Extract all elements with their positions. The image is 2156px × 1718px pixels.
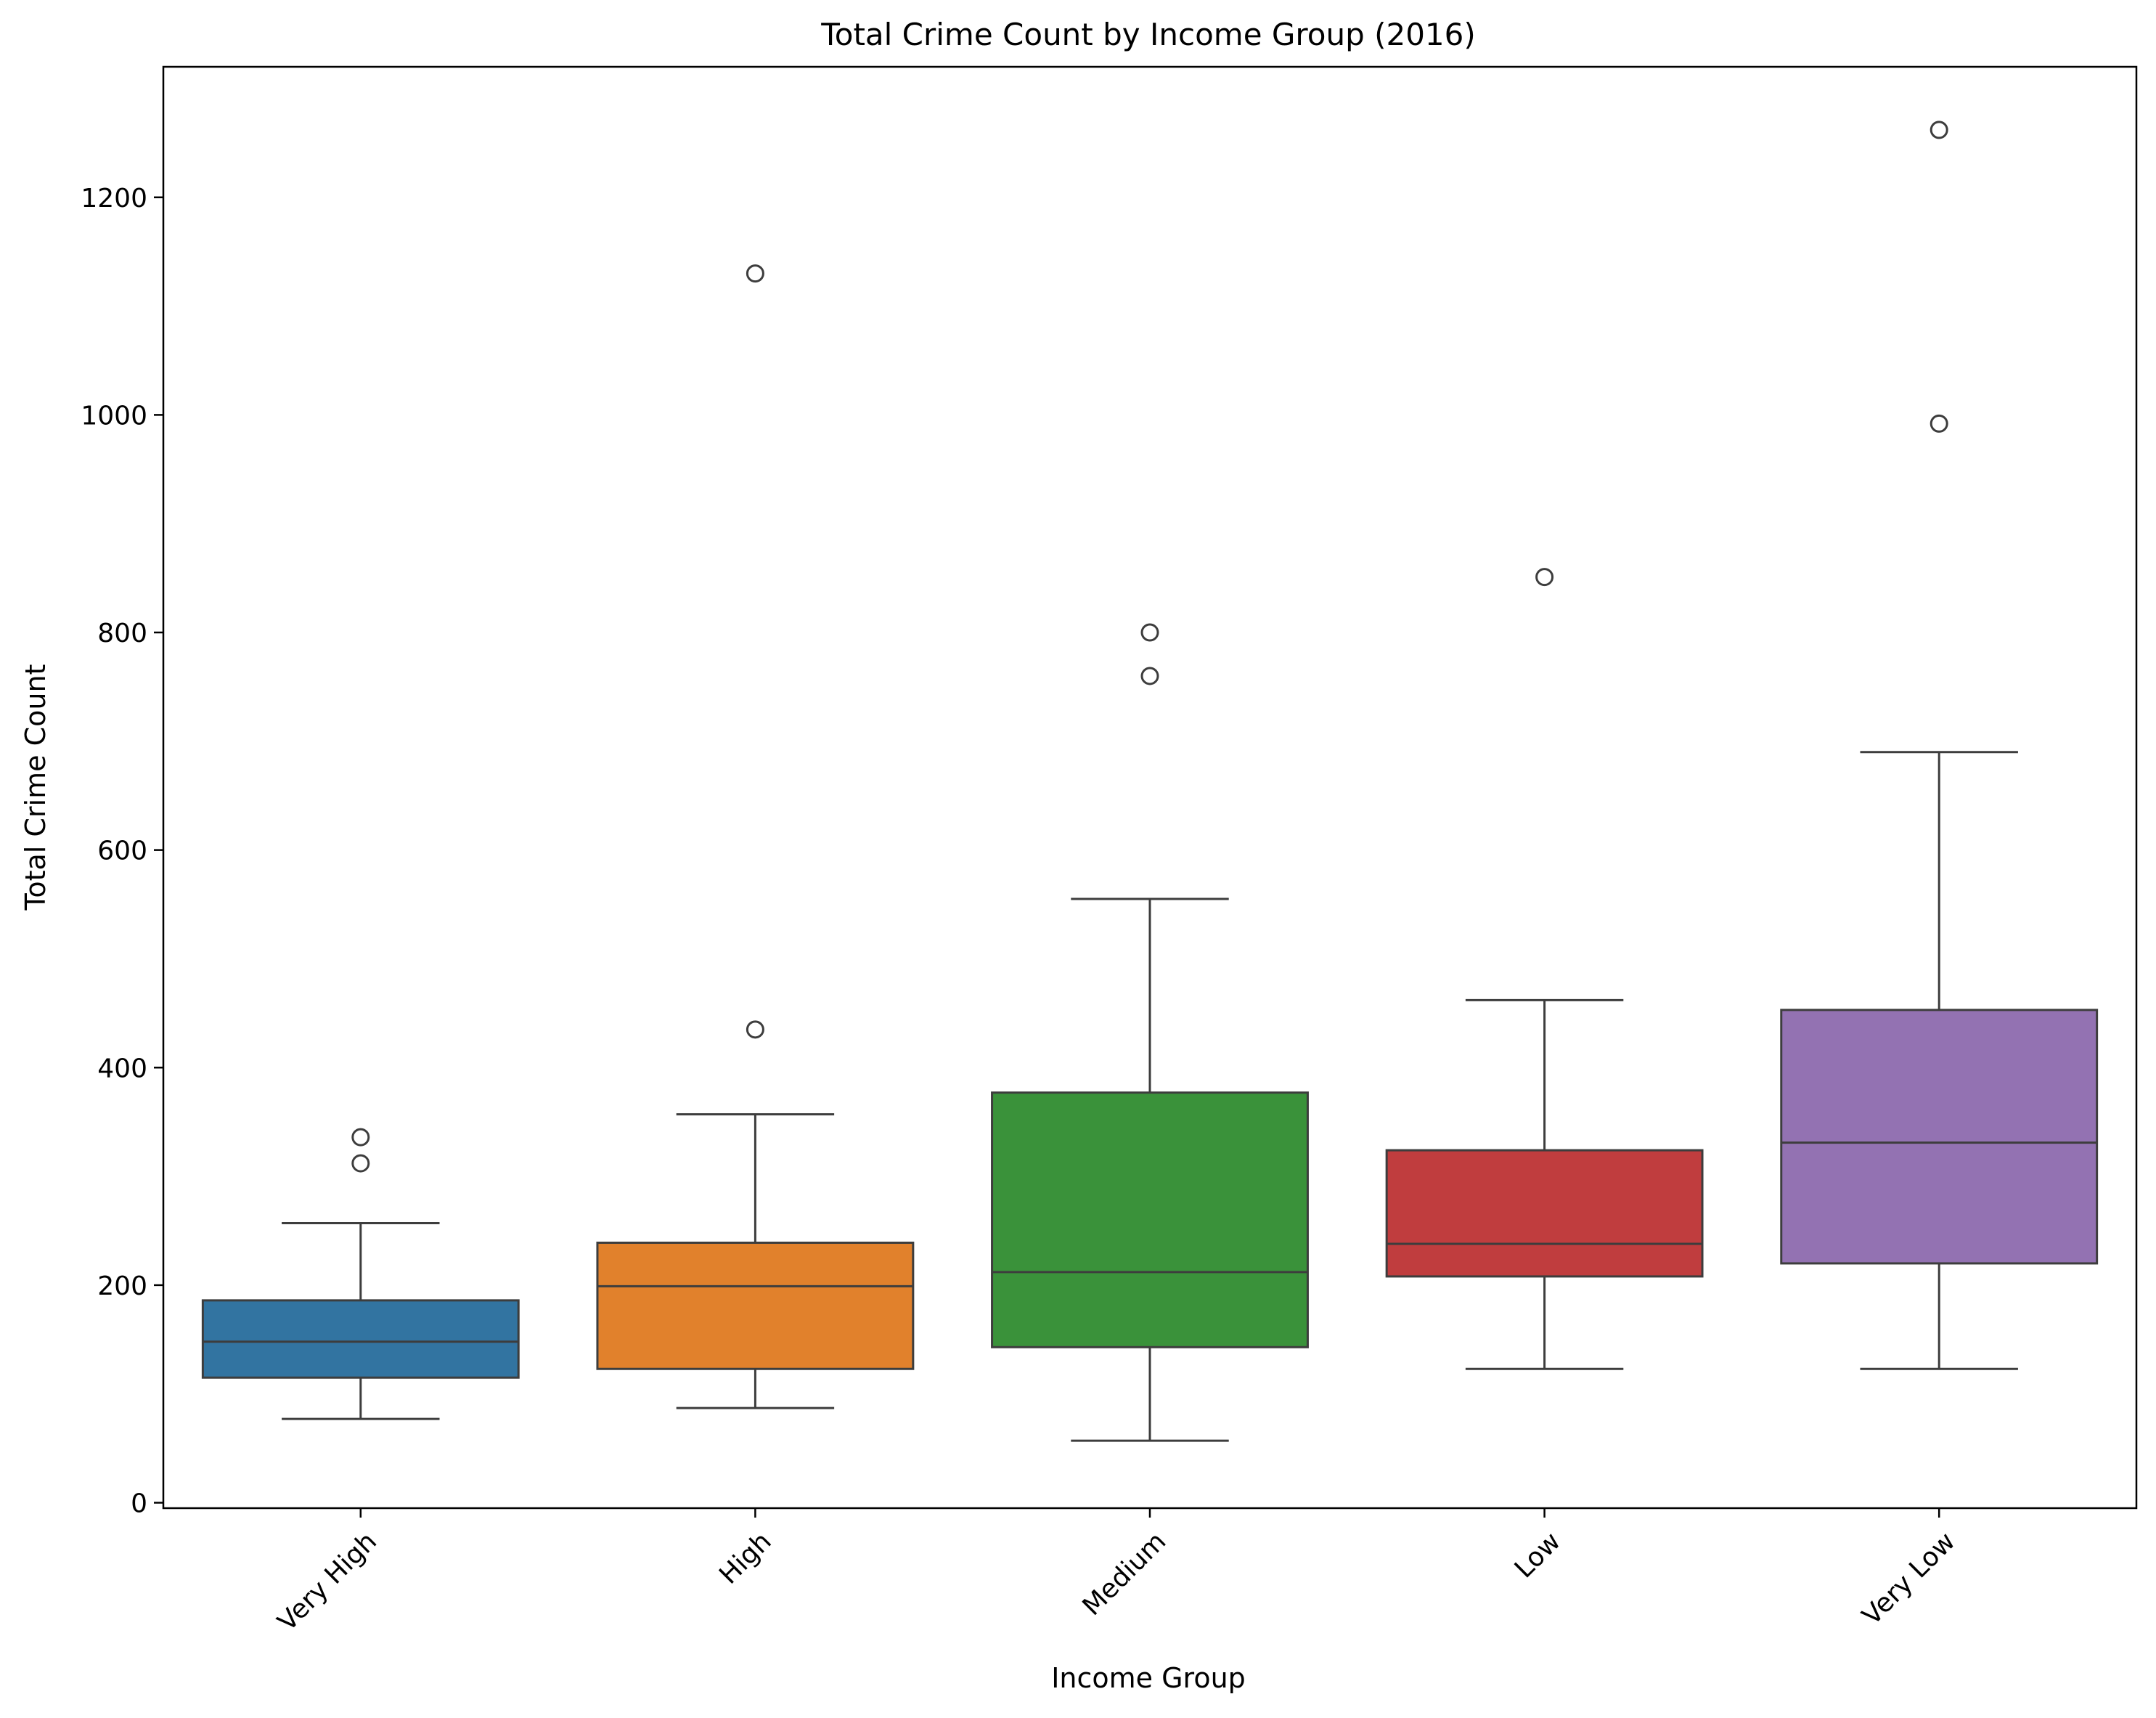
y-tick-label: 400 [97,1054,147,1083]
outlier-point [351,1154,370,1173]
box-group [1385,568,1704,1370]
y-tick-label: 1000 [81,401,147,431]
box-iqr [1780,1009,2099,1265]
outlier-point [1140,623,1159,642]
box-iqr [201,1299,520,1379]
box-group [991,623,1309,1442]
x-axis-label: Income Group [1051,1662,1246,1694]
box-group [1780,121,2099,1370]
outlier-point [1930,121,1948,139]
y-tick-label: 600 [97,836,147,866]
y-tick-label: 800 [97,619,147,648]
outlier-point [351,1128,370,1147]
y-tick-label: 0 [131,1489,147,1519]
y-axis: 0 200 400 600 800 1000 1200 [81,184,163,1519]
outlier-point [1535,568,1554,587]
outlier-point [1930,414,1948,433]
outlier-point [746,1020,764,1039]
box-iqr [1385,1149,1704,1278]
plot-area [201,121,2099,1442]
chart-title: Total Crime Count by Income Group (2016) [820,17,1476,52]
box-group [596,264,915,1409]
y-axis-label: Total Crime Count [20,664,52,911]
y-tick-label: 1200 [81,184,147,213]
outlier-point [746,264,764,283]
outlier-point [1140,667,1159,685]
box-group [201,1128,520,1420]
y-tick-label: 200 [97,1271,147,1301]
box-iqr [596,1241,915,1370]
box-iqr [991,1091,1309,1348]
